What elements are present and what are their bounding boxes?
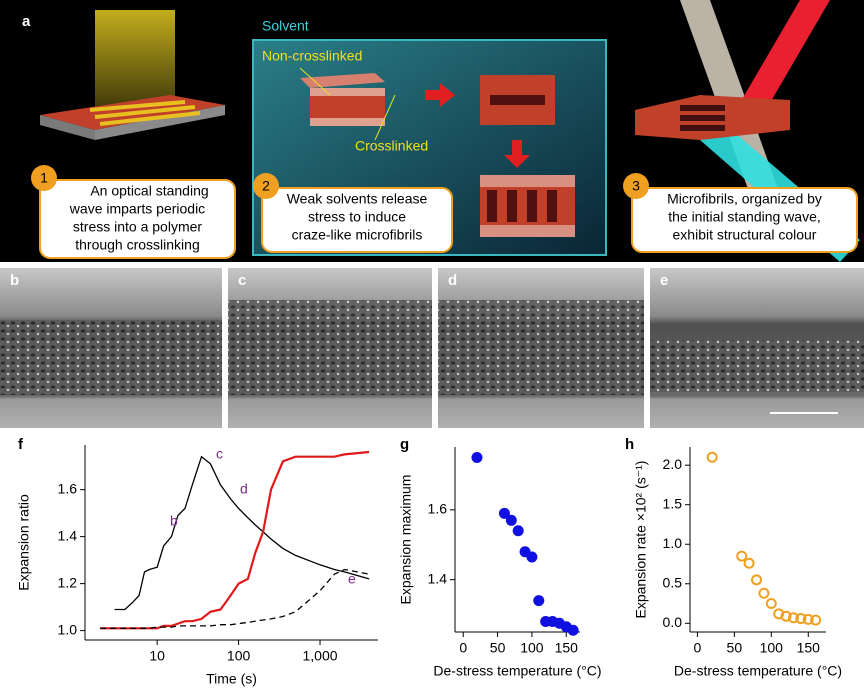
substrate [40,115,95,140]
x-tick-label: 0 [459,640,467,656]
step-text: An optical standing [90,183,208,199]
step-box [39,179,236,259]
step-number: 2 [262,178,270,194]
y-tick-label: 2.0 [663,456,683,472]
point [706,451,718,463]
panel-label: f [18,436,24,453]
y-tick-label: 1.0 [663,535,683,551]
y-tick-label: 1.0 [58,621,78,637]
step-text: craze-like microfibrils [292,227,423,243]
step-box [261,187,453,253]
y-tick-label: 1.2 [58,574,78,590]
point [526,551,538,563]
x-tick-label: 100 [760,640,784,656]
sem-label: c [238,272,246,289]
y-tick-label: 1.4 [58,527,78,543]
y-tick-label: 1.6 [58,480,78,496]
step-text: through crosslinking [75,237,200,253]
point [758,587,770,599]
y-tick-label: 0.0 [663,614,683,630]
sem-film [0,320,222,395]
solvent-label: Solvent [262,18,309,34]
x-tick-label: 1,000 [303,648,338,664]
step-text: stress to induce [308,209,406,225]
point [751,574,763,586]
sem-label: e [660,272,668,289]
point [795,613,807,625]
x-tick-label: 10 [149,648,165,664]
line-series [114,455,370,611]
line-series [100,450,370,630]
crosslinked-label: Crosslinked [355,138,428,154]
step-number: 1 [40,170,48,186]
x-axis-label: De-stress temperature (°C) [433,663,601,679]
point [810,614,822,626]
annotation: c [216,446,223,462]
block-diagram [299,67,575,237]
x-tick-label: 150 [555,640,579,656]
non-crosslinked-label: Non-crosslinked [262,48,362,64]
point [533,595,545,607]
step-text: Weak solvents release [287,191,428,207]
x-tick-label: 50 [727,640,743,656]
step-text: stress into a polymer [73,219,202,235]
y-axis-label: Expansion ratio [16,494,32,591]
step-text: Microfibrils, organized by [667,191,822,207]
point [471,451,483,463]
sem-label: b [10,272,19,289]
point [743,557,755,569]
sem-film [228,300,432,395]
y-tick-label: 1.5 [663,495,683,511]
sem-film [438,300,644,395]
sem-film [650,340,864,392]
panel-label: h [625,436,634,453]
y-axis-label: Expansion rate ×10² (s⁻¹) [633,461,649,619]
step-badge [253,173,279,199]
standing-wave-stripes [89,100,201,126]
point [512,525,524,537]
y-tick-label: 1.4 [428,570,448,586]
step-text: exhibit structural colour [673,227,817,243]
step-badge [623,173,649,199]
step-text: the initial standing wave, [668,209,821,225]
point [498,507,510,519]
x-tick-label: 150 [797,640,821,656]
x-axis-label: Time (s) [206,671,257,687]
step-text: wave imparts periodic [69,201,205,217]
annotation: e [348,571,356,587]
y-tick-label: 0.5 [663,574,683,590]
step-number: 3 [632,178,640,194]
annotation: d [240,481,248,497]
sem-label: d [448,272,457,289]
x-tick-label: 100 [520,640,544,656]
panel-label: a [22,13,31,30]
point [780,610,792,622]
point [736,550,748,562]
annotation: b [170,513,178,529]
line-series [100,568,370,629]
step-box [631,187,858,253]
point [765,598,777,610]
x-tick-label: 100 [227,648,251,664]
y-axis-label: Expansion maximum [398,475,414,605]
x-axis-label: De-stress temperature (°C) [674,663,842,679]
y-tick-label: 1.6 [428,501,448,517]
step-badge [31,165,57,191]
point [787,612,799,624]
x-tick-label: 0 [693,640,701,656]
x-tick-label: 50 [490,640,506,656]
point [802,613,814,625]
point [567,624,579,636]
panel-label: g [400,436,409,453]
point [505,514,517,526]
